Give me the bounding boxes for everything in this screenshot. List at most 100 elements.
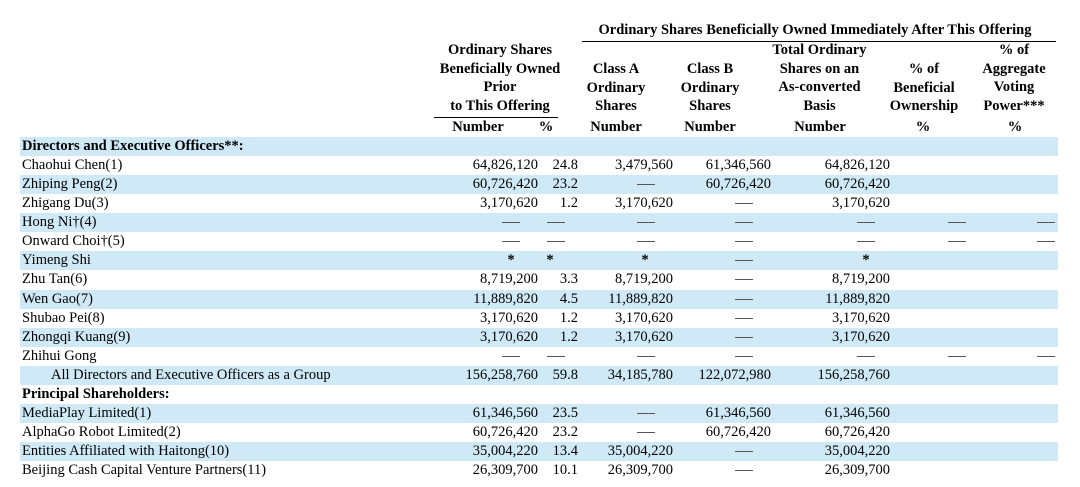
header-prior-line-4: to This Offering (450, 98, 550, 115)
cell-prior-pct: 1.2 (559, 195, 578, 212)
table-row: AlphaGo Robot Limited(2) 60,726,420 23.2 60… (20, 423, 1058, 442)
cell-total: 26,309,700 (824, 462, 890, 479)
cell-class-b: 60,726,420 (705, 423, 771, 440)
header-prior-line-3: Prior (483, 79, 517, 96)
table-body: Directors and Executive Officers**: Chaoh… (20, 137, 1058, 480)
dash-beneficial (948, 222, 966, 224)
header-prior-group: Ordinary Shares Beneficially Owned Prior… (430, 41, 570, 116)
header-total: Total Ordinary Shares on an As-converted… (762, 41, 877, 116)
cell-prior-pct: 4.5 (559, 290, 578, 307)
cell-prior-number: 3,170,620 (480, 195, 538, 212)
cell-prior-pct: 13.4 (552, 443, 578, 459)
dash-class-b (735, 241, 753, 243)
header-class-a-line-2: Ordinary (586, 79, 646, 96)
cell-total: 60,726,420 (824, 423, 890, 440)
header-benef-line-3: Ownership (889, 98, 959, 115)
cell-class-b: 60,726,420 (705, 176, 771, 193)
cell-prior-pct: 23.2 (552, 423, 578, 440)
dash-prior-pct (547, 241, 565, 243)
table-row: MediaPlay Limited(1) 61,346,560 23.5 61,346… (20, 403, 1058, 423)
header-beneficial: % of Beneficial Ownership (884, 60, 964, 116)
table-row: Wen Gao(7) 11,889,820 4.5 11,889,820 11,889,… (20, 289, 1058, 309)
section-label: Principal Shareholders: (22, 385, 170, 402)
header-class-b-line-3: Shares (689, 98, 731, 115)
table-row: Beijing Cash Capital Venture Partners(11… (20, 461, 1058, 480)
dash-class-b (735, 470, 753, 472)
holder-name: MediaPlay Limited(1) (22, 404, 152, 421)
cell-prior-number: 60,726,420 (472, 423, 538, 440)
dash-prior-pct (547, 355, 565, 357)
section-label: Directors and Executive Officers**: (22, 138, 244, 154)
cell-prior-pct: 24.8 (552, 157, 578, 174)
cell-prior-number: 35,004,220 (472, 443, 538, 459)
dash-class-b (735, 203, 753, 205)
holder-name: Chaohui Chen(1) (22, 157, 123, 174)
dash-voting (1037, 222, 1055, 224)
header-total-line-1: Total Ordinary (772, 42, 867, 58)
subheader-total: Number (794, 119, 846, 135)
holder-name: Yimeng Shi (22, 252, 91, 269)
subheader-class-b: Number (684, 119, 736, 135)
cell-prior-number: 26,309,700 (472, 462, 538, 479)
table-row: Entities Affiliated with Haitong(10) 35,0… (20, 442, 1058, 462)
dash-class-b (735, 260, 753, 262)
holder-name: Zhihui Gong (22, 347, 97, 364)
dash-class-a (637, 222, 655, 224)
table-row: Shubao Pei(8) 3,170,620 1.2 3,170,620 3,170,… (20, 309, 1058, 328)
table-row: Zhiping Peng(2) 60,726,420 23.2 60,726,420 6… (20, 175, 1058, 195)
dash-class-b (735, 451, 753, 452)
header-voting-line-3: Voting (993, 79, 1035, 96)
cell-prior-number: 60,726,420 (472, 176, 538, 193)
table-row: Hong Ni†(4) (20, 213, 1058, 233)
table-row: Zhongqi Kuang(9) 3,170,620 1.2 3,170,620 3,1… (20, 327, 1058, 347)
header-prior-line-1: Ordinary Shares (447, 42, 553, 58)
table-row: Chaohui Chen(1) 64,826,120 24.8 3,479,560 61… (20, 156, 1058, 175)
cell-class-a: 3,170,620 (615, 195, 673, 212)
cell-total: 8,719,200 (832, 271, 890, 288)
holder-name: Wen Gao(7) (22, 290, 93, 307)
cell-prior-number: 11,889,820 (473, 290, 538, 307)
subheader-prior-pct: % (538, 119, 554, 135)
holder-name: All Directors and Executive Officers as … (51, 366, 331, 383)
cell-class-a: 34,185,780 (607, 366, 673, 383)
dash-class-a (637, 184, 655, 186)
cell-class-b: 61,346,560 (705, 404, 771, 421)
dash-prior-number (502, 241, 520, 243)
cell-class-a: 11,889,820 (608, 290, 673, 307)
cell-class-a: 3,170,620 (615, 328, 673, 345)
dash-total (857, 355, 875, 357)
dash-class-b (735, 222, 753, 224)
subheader-prior-number: Number (452, 119, 504, 135)
header-benef-line-1: % of (908, 61, 940, 77)
header-class-a-line-1: Class A (592, 61, 640, 77)
dash-total (857, 241, 875, 243)
dash-class-b (735, 336, 753, 338)
subheader-beneficial: % (915, 119, 931, 135)
header-prior-line-2: Beneficially Owned (439, 60, 561, 77)
table-row: Onward Choi†(5) (20, 232, 1058, 251)
cell-prior-pct: 10.1 (552, 462, 578, 479)
dash-total (857, 222, 875, 224)
table-row: Yimeng Shi * * * * (20, 251, 1058, 271)
dash-class-b (735, 317, 753, 319)
cell-prior-pct: 23.5 (552, 404, 578, 421)
header-class-b-line-1: Class B (686, 61, 734, 77)
table-row: Zhihui Gong (20, 347, 1058, 366)
dash-class-b (735, 279, 753, 281)
holder-name: Entities Affiliated with Haitong(10) (22, 443, 230, 459)
cell-class-a: * (641, 252, 649, 269)
header-class-b: Class B Ordinary Shares (670, 60, 750, 116)
holder-name: Beijing Cash Capital Venture Partners(11… (22, 462, 267, 479)
dash-class-a (637, 431, 655, 433)
dash-class-a (637, 355, 655, 357)
cell-prior-number: 8,719,200 (480, 271, 538, 288)
cell-prior-number: 156,258,760 (465, 366, 539, 383)
subheader-class-a: Number (590, 119, 642, 135)
dash-voting (1037, 241, 1055, 243)
cell-class-a: 35,004,220 (607, 443, 673, 459)
header-prior-rule (434, 117, 558, 118)
cell-prior-pct: 3.3 (559, 271, 578, 288)
cell-total: 60,726,420 (824, 176, 890, 193)
cell-prior-number: 3,170,620 (480, 309, 538, 326)
holder-name: Zhiping Peng(2) (22, 176, 118, 193)
